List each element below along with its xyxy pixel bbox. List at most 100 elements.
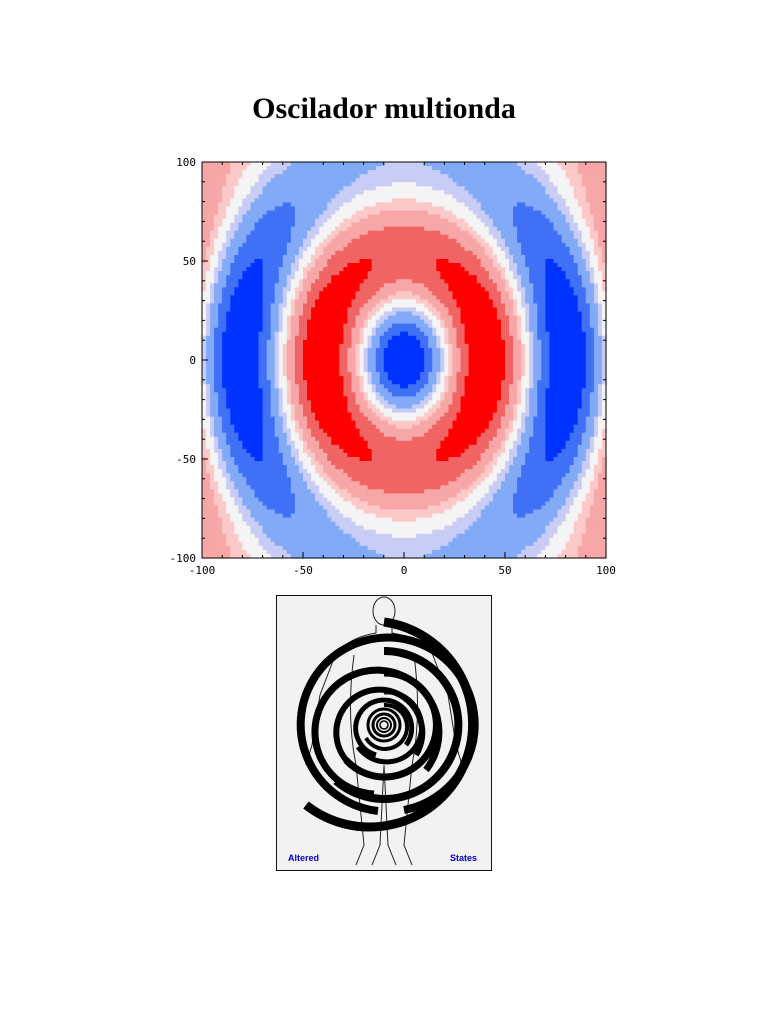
heatmap-cell	[250, 400, 256, 406]
heatmap-cell	[294, 327, 300, 333]
heatmap-cell	[404, 493, 409, 498]
heatmap-cell	[210, 347, 215, 353]
heatmap-cell	[222, 444, 227, 450]
heatmap-cell	[230, 420, 235, 426]
heatmap-cell	[298, 267, 304, 272]
heatmap-cell	[246, 432, 252, 438]
heatmap-cell	[262, 420, 268, 426]
heatmap-cell	[230, 162, 235, 167]
heatmap-cell	[206, 521, 211, 527]
heatmap-cell	[274, 267, 280, 272]
heatmap-cell	[331, 553, 336, 559]
heatmap-cell	[238, 315, 243, 321]
heatmap-cell	[214, 186, 219, 191]
heatmap-cell	[339, 190, 344, 195]
heatmap-cell	[274, 178, 280, 183]
heatmap-cell	[335, 509, 340, 515]
heatmap-cell	[331, 206, 336, 212]
heatmap-cell	[343, 238, 349, 244]
heatmap-cell	[379, 287, 385, 292]
heatmap-cell	[226, 162, 231, 167]
heatmap-cell	[307, 360, 312, 365]
heatmap-cell	[226, 254, 231, 260]
heatmap-cell	[347, 469, 353, 474]
heatmap-cell	[395, 533, 401, 539]
heatmap-cell	[278, 214, 284, 220]
heatmap-cell	[282, 218, 288, 224]
heatmap-cell	[359, 315, 365, 321]
heatmap-cell	[339, 291, 344, 296]
heatmap-cell	[355, 388, 361, 393]
heatmap-cell	[359, 400, 365, 406]
heatmap-cell	[367, 465, 373, 470]
heatmap-cell	[282, 335, 288, 341]
heatmap-cell	[307, 420, 312, 426]
heatmap-cell	[395, 493, 401, 498]
heatmap-cell	[359, 214, 365, 220]
heatmap-cell	[202, 364, 207, 369]
heatmap-cell	[226, 364, 231, 369]
heatmap-cell	[298, 303, 304, 309]
heatmap-cell	[202, 339, 207, 345]
heatmap-cell	[371, 477, 377, 482]
heatmap-cell	[315, 327, 320, 333]
heatmap-cell	[278, 355, 284, 361]
heatmap-cell	[274, 473, 280, 478]
heatmap-cell	[234, 275, 239, 280]
heatmap-cell	[294, 238, 300, 244]
heatmap-cell	[226, 267, 231, 272]
heatmap-cell	[258, 254, 264, 260]
heatmap-cell	[379, 513, 385, 519]
heatmap-cell	[298, 428, 304, 434]
heatmap-cell	[230, 497, 235, 503]
heatmap-cell	[383, 424, 389, 430]
heatmap-cell	[214, 226, 219, 232]
heatmap-cell	[270, 404, 276, 410]
heatmap-cell	[383, 408, 389, 414]
heatmap-cell	[226, 174, 231, 179]
heatmap-cell	[242, 210, 248, 216]
heatmap-cell	[274, 291, 280, 296]
heatmap-cell	[274, 226, 280, 232]
heatmap-cell	[266, 202, 272, 208]
heatmap-cell	[367, 238, 373, 244]
heatmap-cell	[218, 279, 223, 284]
heatmap-cell	[210, 190, 215, 195]
heatmap-cell	[226, 440, 231, 446]
heatmap-cell	[206, 206, 211, 212]
heatmap-cell	[210, 343, 215, 349]
heatmap-cell	[404, 194, 409, 199]
heatmap-cell	[294, 505, 300, 511]
heatmap-cell	[383, 250, 389, 256]
heatmap-cell	[282, 545, 288, 551]
heatmap-cell	[294, 226, 300, 232]
heatmap-cell	[343, 513, 349, 519]
heatmap-cell	[298, 505, 304, 511]
heatmap-cell	[343, 339, 349, 345]
heatmap-cell	[331, 214, 336, 220]
heatmap-cell	[242, 319, 248, 325]
heatmap-cell	[218, 465, 223, 470]
heatmap-cell	[298, 380, 304, 385]
heatmap-cell	[222, 343, 227, 349]
heatmap-cell	[331, 485, 336, 490]
heatmap-cell	[222, 230, 227, 236]
heatmap-cell	[343, 299, 349, 305]
heatmap-cell	[363, 408, 369, 414]
heatmap-cell	[351, 424, 357, 430]
heatmap-cell	[262, 456, 268, 462]
heatmap-cell	[226, 190, 231, 195]
heatmap-cell	[303, 307, 308, 313]
heatmap-cell	[363, 513, 369, 519]
heatmap-cell	[323, 545, 328, 551]
heatmap-cell	[234, 311, 239, 317]
heatmap-cell	[375, 440, 381, 446]
heatmap-cell	[258, 412, 264, 418]
heatmap-cell	[367, 194, 373, 199]
heatmap-cell	[274, 448, 280, 454]
heatmap-cell	[298, 440, 304, 446]
heatmap-cell	[234, 404, 239, 410]
heatmap-cell	[379, 303, 385, 309]
heatmap-cell	[262, 311, 268, 317]
heatmap-cell	[210, 469, 215, 474]
